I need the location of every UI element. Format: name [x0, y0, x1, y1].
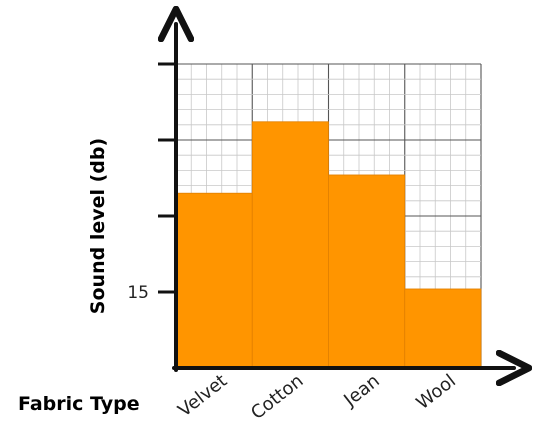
x-tick-label-cotton: Cotton	[247, 370, 307, 424]
x-axis-label: Fabric Type	[18, 393, 140, 415]
axes	[158, 24, 514, 370]
x-tick-label-velvet: Velvet	[174, 370, 231, 421]
bar-velvet	[175, 192, 253, 369]
x-tick-label-wool: Wool	[413, 370, 460, 414]
x-tick-label-jean: Jean	[339, 370, 383, 411]
bar-cotton	[251, 121, 329, 369]
bar-jean	[328, 174, 406, 369]
bar-wool	[404, 288, 482, 369]
y-axis-label: Sound level (db)	[87, 138, 109, 314]
y-tick-label: 15	[127, 283, 149, 303]
bars	[175, 121, 482, 369]
